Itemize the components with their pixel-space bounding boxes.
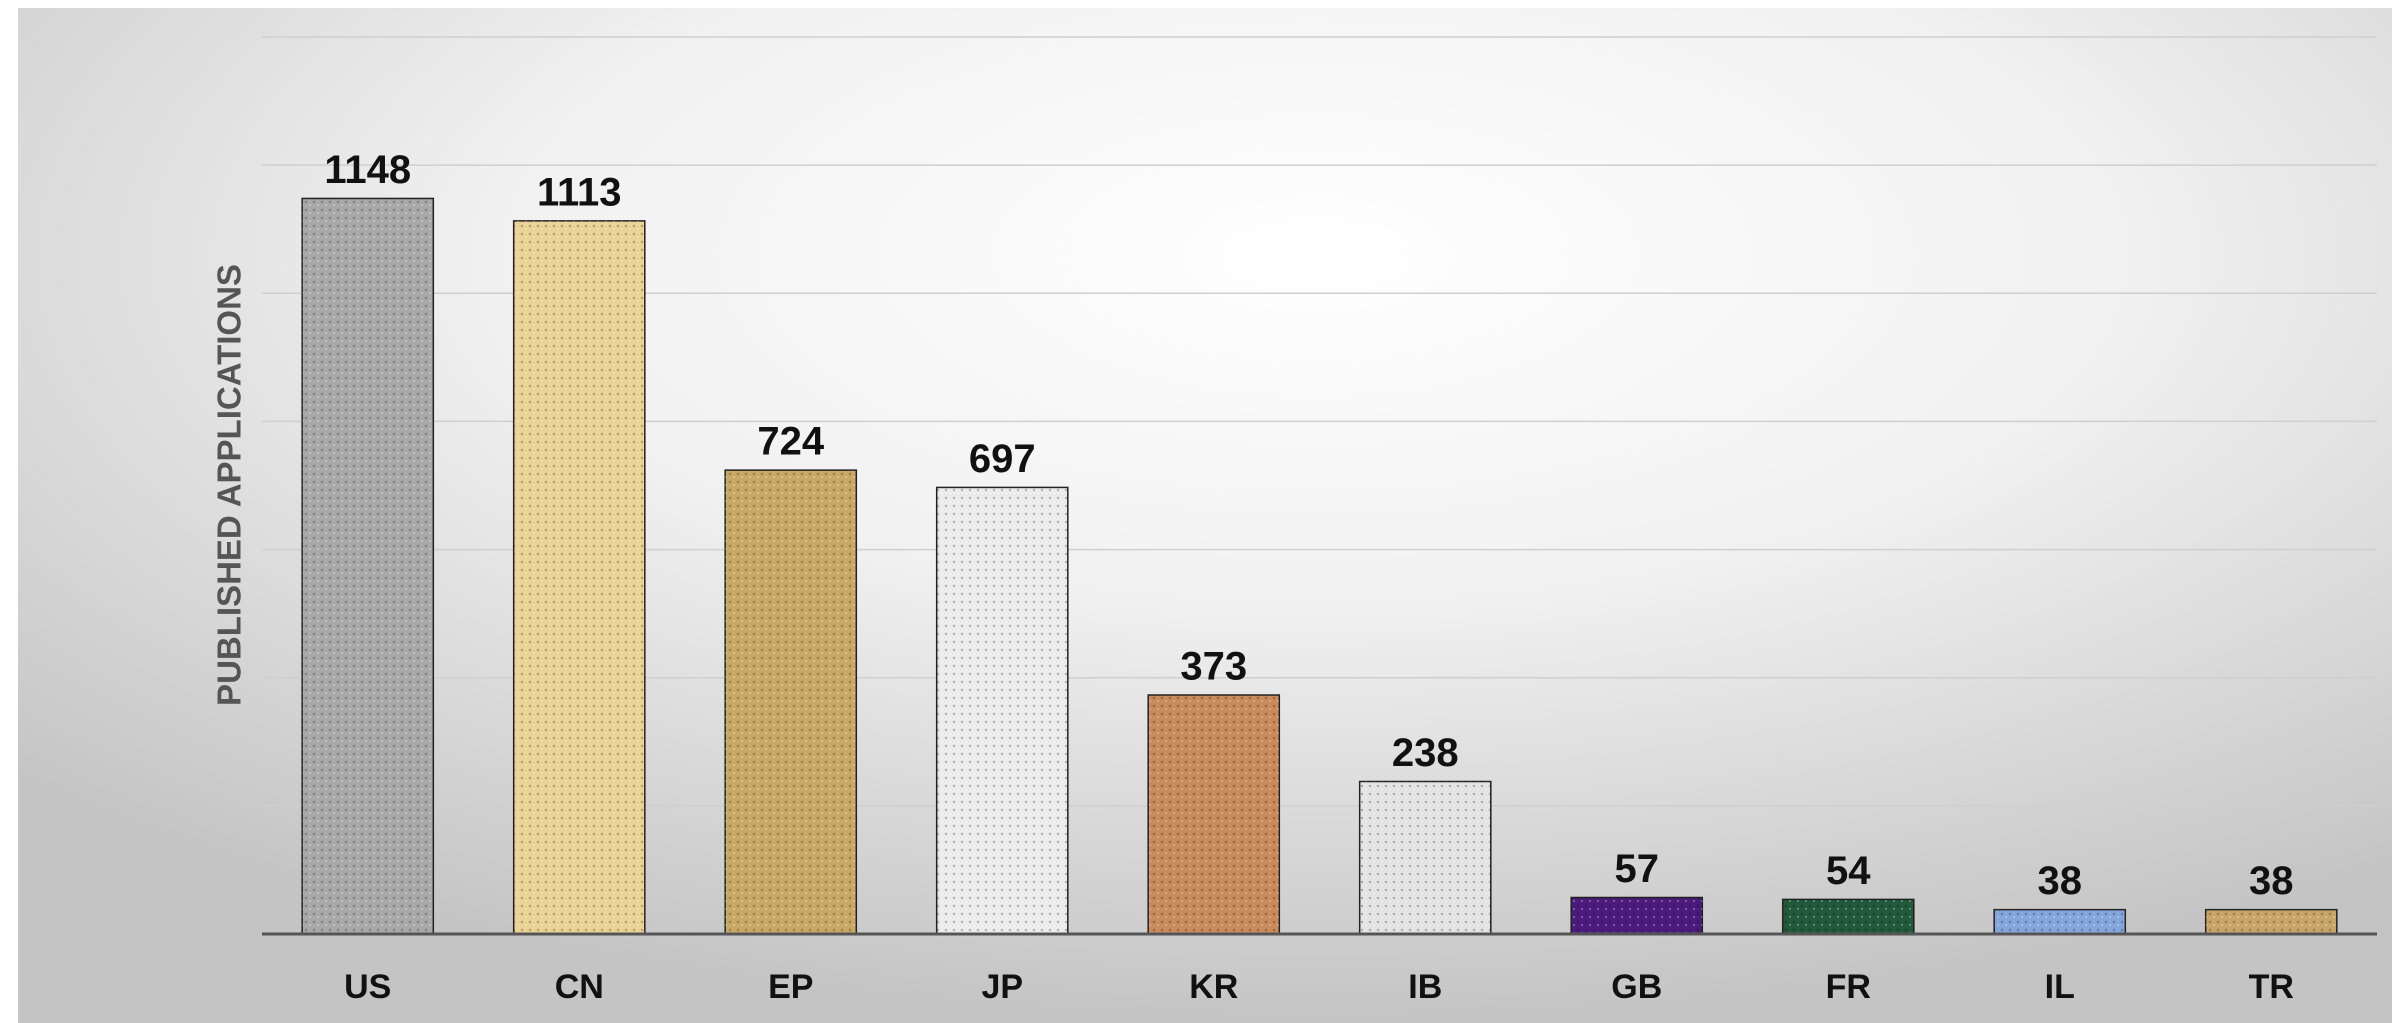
y-axis-label: PUBLISHED APPLICATIONS <box>211 264 248 706</box>
value-label: 724 <box>757 420 824 464</box>
frame-edge <box>0 0 2392 8</box>
value-label: 54 <box>1826 849 1871 893</box>
bar-texture <box>302 198 434 934</box>
value-label: 57 <box>1615 847 1660 891</box>
bar-texture <box>1359 781 1491 934</box>
x-tick-label: CN <box>555 968 604 1006</box>
bar-texture <box>1994 909 2126 934</box>
value-label: 697 <box>969 437 1036 481</box>
value-label: 38 <box>2038 859 2083 903</box>
bar-texture <box>2205 909 2337 934</box>
value-label: 1148 <box>324 148 411 192</box>
bar-texture <box>936 487 1068 934</box>
x-tick-label: FR <box>1826 968 1871 1006</box>
bar-texture <box>1148 695 1280 934</box>
bar-texture <box>513 220 645 934</box>
x-tick-label: GB <box>1611 968 1662 1006</box>
bar-texture <box>1571 897 1703 934</box>
x-tick-label: JP <box>981 968 1023 1006</box>
bar-texture <box>1782 899 1914 934</box>
bar-texture <box>725 470 857 934</box>
x-tick-label: IL <box>2045 968 2075 1006</box>
x-tick-label: KR <box>1189 968 1238 1006</box>
x-tick-label: IB <box>1408 968 1442 1006</box>
frame-edge <box>0 0 18 1023</box>
x-tick-label: EP <box>768 968 813 1006</box>
value-label: 373 <box>1180 645 1247 689</box>
x-tick-label: US <box>344 968 391 1006</box>
x-tick-label: TR <box>2249 968 2294 1006</box>
value-label: 1113 <box>537 170 622 214</box>
value-label: 238 <box>1392 731 1459 775</box>
value-label: 38 <box>2249 859 2294 903</box>
